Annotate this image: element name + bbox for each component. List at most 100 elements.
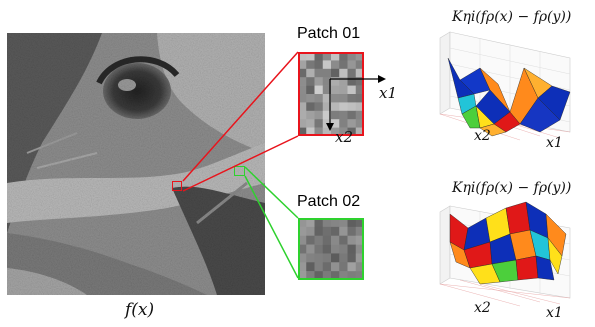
patch-pixel <box>306 253 315 263</box>
patch-01-axis-y-label: x2 <box>335 128 354 146</box>
patch-pixel <box>355 235 364 245</box>
patch-pixel <box>339 127 348 136</box>
patch-pixel <box>331 119 340 128</box>
patch-pixel <box>298 244 307 254</box>
plot-2-ylabel: x2 <box>474 300 491 316</box>
patch-pixel <box>339 244 348 254</box>
patch-pixel <box>298 52 307 61</box>
patch-pixel <box>339 102 348 112</box>
patch-pixel <box>339 77 348 86</box>
patch-pixel <box>322 85 332 95</box>
patch-pixel <box>322 102 332 112</box>
patch-pixel <box>306 244 315 254</box>
patch-pixel <box>306 77 315 86</box>
patch-pixel <box>298 119 307 128</box>
patch-pixel <box>306 60 315 70</box>
patch-pixel <box>347 127 357 136</box>
plot-1-surface <box>439 31 571 141</box>
patch-pixel <box>298 77 307 86</box>
patch-pixel <box>339 262 348 272</box>
plot-2-xlabel: x1 <box>546 305 563 321</box>
patch-pixel <box>331 60 340 70</box>
patch-pixel <box>347 119 357 128</box>
patch-pixel <box>298 127 307 136</box>
cat-image <box>7 33 265 295</box>
patch-pixel <box>339 253 348 263</box>
patch-pixel <box>347 226 357 237</box>
patch-pixel <box>322 218 332 228</box>
patch-pixel <box>339 119 348 128</box>
patch-pixel <box>339 68 348 78</box>
patch-pixel <box>298 68 307 78</box>
patch-pixel <box>314 235 324 245</box>
patch-pixel <box>331 262 340 272</box>
patch-pixel <box>314 244 324 254</box>
patch-pixel <box>355 226 364 237</box>
patch-pixel <box>355 262 364 272</box>
patch-pixel <box>298 60 307 70</box>
patch-pixel <box>322 127 332 136</box>
patch-pixel <box>314 77 324 86</box>
patch-01-axis-x-label: x1 <box>379 84 398 102</box>
patch-pixel <box>322 271 332 280</box>
patch-pixel <box>331 127 340 136</box>
patch-pixel <box>331 244 340 254</box>
patch-pixel <box>347 262 357 272</box>
patch-pixel <box>355 52 364 61</box>
patch-pixel <box>306 102 315 112</box>
patch-pixel <box>347 60 357 70</box>
patch-01-axes <box>326 75 386 131</box>
patch-pixel <box>322 262 332 272</box>
patch-pixel <box>347 110 357 120</box>
patch-02-label: Patch 02 <box>297 193 361 210</box>
patch-pixel <box>314 110 324 120</box>
patch-pixel <box>306 110 315 120</box>
plot-2-surface <box>439 201 571 307</box>
patch-pixel <box>331 77 340 86</box>
patch-pixel <box>314 226 324 237</box>
patch-pixel <box>347 253 357 263</box>
patch-01-zoom <box>298 52 364 136</box>
patch-pixel <box>314 119 324 128</box>
patch-pixel <box>322 60 332 70</box>
patch-pixel <box>339 226 348 237</box>
patch-pixel <box>306 68 315 78</box>
plot-1-xlabel: x1 <box>546 135 563 151</box>
patch-pixel <box>331 218 340 228</box>
patch-pixel <box>347 52 357 61</box>
patch-pixel <box>306 262 315 272</box>
patch-pixel <box>298 85 307 95</box>
patch-pixel <box>322 253 332 263</box>
patch-pixel <box>347 77 357 86</box>
patch-pixel <box>298 102 307 112</box>
patch-pixel <box>298 271 307 280</box>
patch-pixel <box>322 235 332 245</box>
patch-pixel <box>298 94 307 103</box>
patch-pixel <box>347 85 357 95</box>
patch-pixel <box>314 85 324 95</box>
patch-pixel <box>347 244 357 254</box>
patch-pixel <box>339 94 348 103</box>
patch-pixel <box>306 119 315 128</box>
patch-pixel <box>355 102 364 112</box>
patch-pixel <box>347 94 357 103</box>
patch-pixel <box>322 52 332 61</box>
patch-pixel <box>347 235 357 245</box>
patch-pixel <box>314 271 324 280</box>
patch-pixel <box>298 110 307 120</box>
patch-01-marker <box>172 181 182 191</box>
patch-pixel <box>339 271 348 280</box>
patch-pixel <box>314 68 324 78</box>
patch-pixel <box>314 60 324 70</box>
patch-pixel <box>331 52 340 61</box>
patch-pixel <box>339 85 348 95</box>
patch-pixel <box>355 253 364 263</box>
patch-pixel <box>355 271 364 280</box>
patch-02-zoom <box>298 218 364 280</box>
patch-pixel <box>331 271 340 280</box>
patch-pixel <box>355 85 364 95</box>
patch-pixel <box>347 271 357 280</box>
patch-pixel <box>331 94 340 103</box>
